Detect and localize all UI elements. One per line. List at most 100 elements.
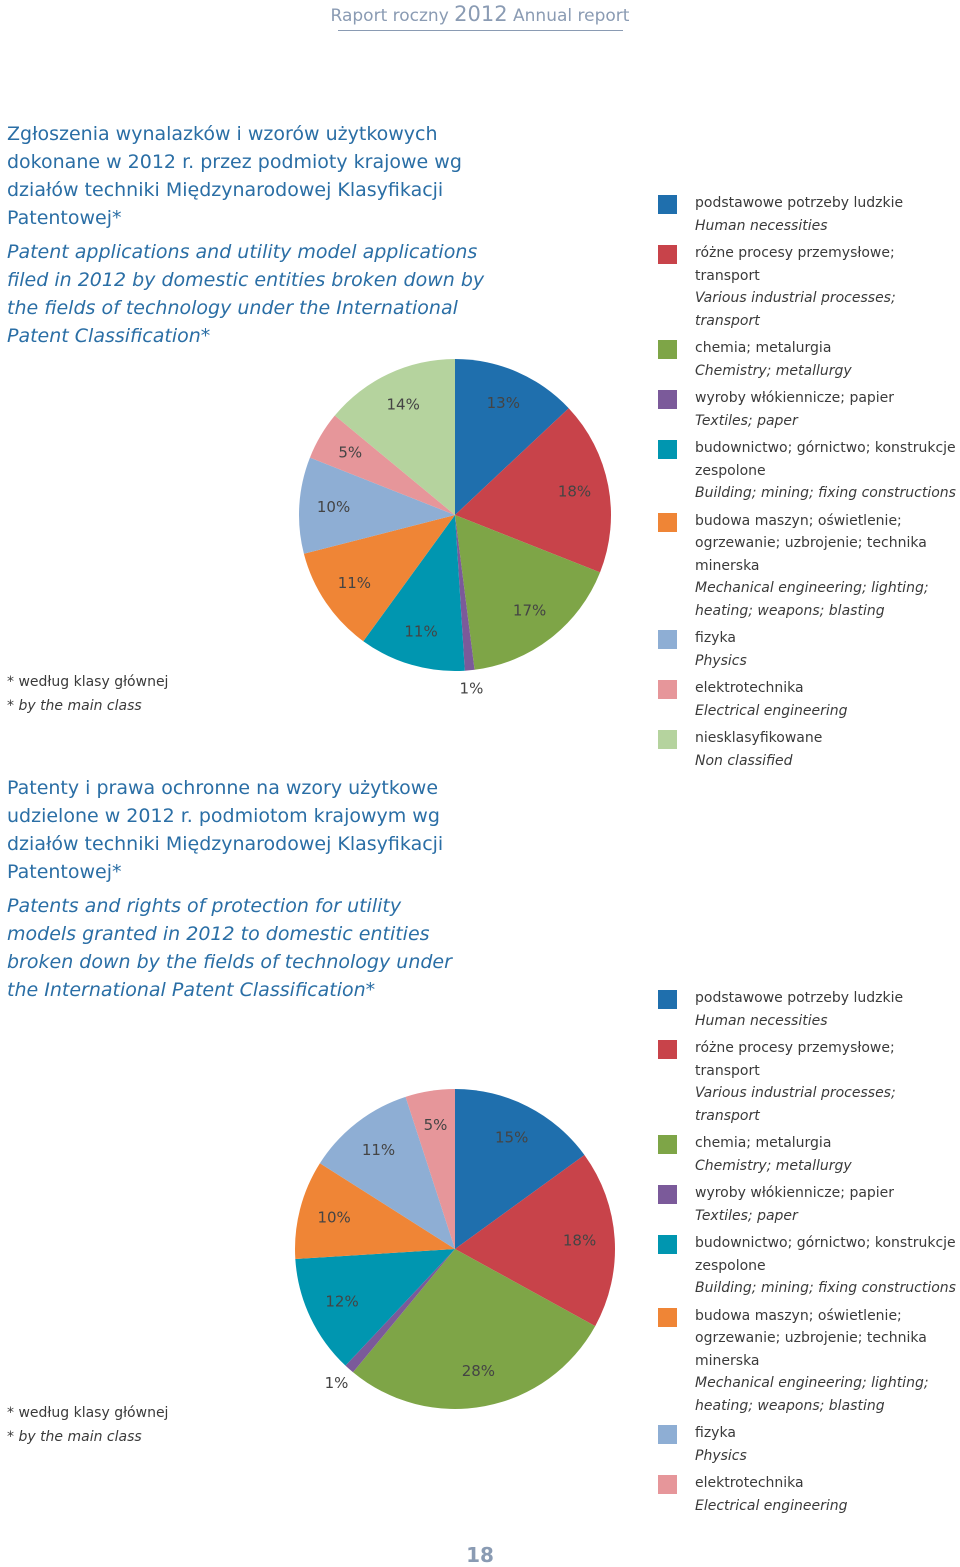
- slice-label: 17%: [513, 602, 546, 620]
- pie-slice: [299, 457, 455, 554]
- legend-label-en: Physics: [695, 1447, 747, 1464]
- section-title: Zgłoszenia wynalazków i wzorów użytkowyc…: [7, 120, 497, 350]
- legend-label: fizyka: [695, 1425, 736, 1441]
- legend-label: wyroby włókiennicze; papier: [695, 1185, 895, 1201]
- legend-label-en: Mechanical engineering; lighting; heatin…: [695, 1375, 929, 1414]
- legend-item: budownictwo; górnictwo; konstrukcje zesp…: [658, 1232, 960, 1300]
- legend-label-en: Electrical engineering: [695, 1497, 848, 1514]
- legend-label: budowa maszyn; oświetlenie; ogrzewanie; …: [695, 1307, 927, 1369]
- legend-swatch: [658, 680, 677, 699]
- footnote: * by the main class: [7, 1429, 142, 1445]
- legend-item: różne procesy przemysłowe; transport Vari…: [658, 242, 960, 332]
- pie-slice: [334, 359, 455, 515]
- legend: podstawowe potrzeby ludzkie Human necessi…: [658, 192, 960, 777]
- legend-label: podstawowe potrzeby ludzkie: [695, 990, 904, 1006]
- legend-swatch: [658, 1235, 677, 1254]
- pie-slice: [345, 1249, 455, 1373]
- legend-label: elektrotechnika: [695, 1475, 804, 1491]
- legend-label-en: Chemistry; metallurgy: [695, 1157, 852, 1174]
- title-en: Patent applications and utility model ap…: [7, 241, 485, 347]
- title-en: Patents and rights of protection for uti…: [7, 895, 452, 1001]
- legend-item: podstawowe potrzeby ludzkie Human necessi…: [658, 192, 960, 237]
- pie-slice: [455, 359, 569, 515]
- slice-label: 13%: [487, 394, 520, 412]
- legend-swatch: [658, 340, 677, 359]
- pie-slice: [455, 1089, 585, 1249]
- slice-label: 11%: [404, 622, 437, 640]
- header-title-en: Annual report: [513, 6, 630, 26]
- legend-item: elektrotechnika Electrical engineering: [658, 677, 960, 722]
- legend-swatch: [658, 440, 677, 459]
- slice-label: 18%: [563, 1232, 596, 1250]
- slice-label: 5%: [424, 1116, 448, 1134]
- pie-slice: [353, 1249, 596, 1409]
- header-rule: [338, 30, 623, 31]
- legend-label-en: Chemistry; metallurgy: [695, 362, 852, 379]
- legend-label-en: Human necessities: [695, 1012, 828, 1029]
- legend-label-en: Physics: [695, 652, 747, 669]
- legend-label: budowa maszyn; oświetlenie; ogrzewanie; …: [695, 512, 927, 574]
- page-number: 18: [466, 1543, 494, 1567]
- slice-label: 11%: [338, 574, 371, 592]
- legend-swatch: [658, 1040, 677, 1059]
- slice-label: 11%: [362, 1141, 395, 1159]
- legend-swatch: [658, 730, 677, 749]
- legend-item: niesklasyfikowane Non classified: [658, 727, 960, 772]
- legend-swatch: [658, 1425, 677, 1444]
- footnote: * by the main class: [7, 698, 142, 714]
- slice-label: 10%: [317, 498, 350, 516]
- legend-label: chemia; metalurgia: [695, 340, 832, 356]
- legend-swatch: [658, 1475, 677, 1494]
- legend-swatch: [658, 1135, 677, 1154]
- slice-label: 18%: [558, 483, 591, 501]
- footnotes: * według klasy głównej * by the main cla…: [7, 670, 168, 718]
- legend-label-en: Mechanical engineering; lighting; heatin…: [695, 580, 929, 619]
- pie-slice: [455, 515, 601, 670]
- slice-label: 28%: [462, 1362, 495, 1380]
- legend-swatch: [658, 990, 677, 1009]
- pie-chart: 15% 18% 28% 1% 12% 10% 11% 5%: [295, 1089, 615, 1409]
- legend-label-en: Various industrial processes; transport: [695, 1085, 896, 1124]
- legend-item: chemia; metalurgia Chemistry; metallurgy: [658, 1132, 960, 1177]
- legend-label-en: Non classified: [695, 752, 793, 769]
- legend-item: wyroby włókiennicze; papier Textiles; pap…: [658, 387, 960, 432]
- slice-label: 14%: [387, 395, 420, 413]
- section-title: Patenty i prawa ochronne na wzory użytko…: [7, 774, 467, 1004]
- title-pl: Patenty i prawa ochronne na wzory użytko…: [7, 777, 444, 883]
- legend-label: chemia; metalurgia: [695, 1135, 832, 1151]
- legend-label: podstawowe potrzeby ludzkie: [695, 195, 904, 211]
- legend: podstawowe potrzeby ludzkie Human necessi…: [658, 987, 960, 1522]
- legend-item: elektrotechnika Electrical engineering: [658, 1472, 960, 1517]
- footnote: * według klasy głównej: [7, 674, 169, 690]
- legend-label: fizyka: [695, 630, 736, 646]
- legend-label: wyroby włókiennicze; papier: [695, 390, 895, 406]
- legend-label: różne procesy przemysłowe; transport: [695, 1040, 895, 1079]
- pie-slice: [295, 1249, 455, 1366]
- pie-slice: [455, 408, 611, 573]
- pie-slice: [405, 1089, 455, 1249]
- legend-label-en: Human necessities: [695, 217, 828, 234]
- legend-item: budownictwo; górnictwo; konstrukcje zesp…: [658, 437, 960, 505]
- header-year: 2012: [454, 2, 508, 26]
- pie-slice: [455, 1154, 615, 1327]
- legend-swatch: [658, 1307, 677, 1327]
- slice-label: 10%: [317, 1208, 350, 1226]
- legend-label: elektrotechnika: [695, 680, 804, 696]
- legend-label-en: Various industrial processes; transport: [695, 290, 896, 329]
- legend-swatch: [658, 390, 677, 409]
- legend-label-en: Electrical engineering: [695, 702, 848, 719]
- legend-label: różne procesy przemysłowe; transport: [695, 245, 895, 284]
- legend-label: budownictwo; górnictwo; konstrukcje zesp…: [695, 1235, 956, 1274]
- legend-swatch: [658, 195, 677, 214]
- legend-item: budowa maszyn; oświetlenie; ogrzewanie; …: [658, 510, 960, 623]
- pie-chart: 13% 18% 17% 1% 11% 11% 10% 5% 14%: [299, 359, 611, 697]
- slice-label: 5%: [338, 444, 362, 462]
- legend-label: budownictwo; górnictwo; konstrukcje zesp…: [695, 440, 956, 479]
- legend-item: fizyka Physics: [658, 627, 960, 672]
- legend-item: budowa maszyn; oświetlenie; ogrzewanie; …: [658, 1305, 960, 1418]
- legend-swatch: [658, 630, 677, 649]
- legend-item: wyroby włókiennicze; papier Textiles; pap…: [658, 1182, 960, 1227]
- legend-item: podstawowe potrzeby ludzkie Human necessi…: [658, 987, 960, 1032]
- legend-label-en: Building; mining; fixing constructions: [695, 485, 956, 501]
